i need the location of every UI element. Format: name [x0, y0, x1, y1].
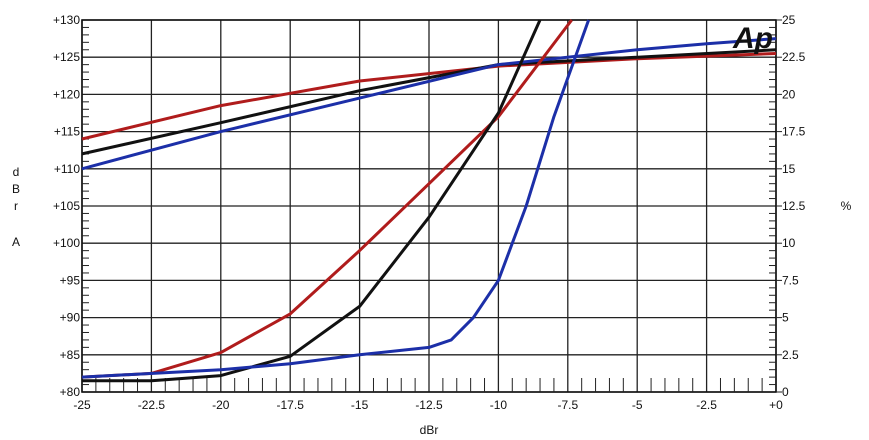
y-left-tick-label: +120 [53, 87, 80, 101]
x-tick-label: +0 [769, 398, 783, 412]
x-tick-label: -2.5 [696, 398, 717, 412]
x-tick-label: -22.5 [138, 398, 166, 412]
y-right-tick-label: 12.5 [782, 199, 806, 213]
series-level-blue [81, 37, 777, 171]
y-left-tick-label: +130 [53, 13, 80, 27]
x-tick-labels: -25 -22.5 -20 -17.5 -15 -12.5 -10 -7.5 -5 -2.5 +0 [73, 398, 783, 412]
x-tick-label: -15 [351, 398, 369, 412]
x-tick-label: -7.5 [557, 398, 578, 412]
y-right-tick-label: 22.5 [782, 50, 806, 64]
y-left-tick-labels: +130 +125 +120 +115 +110 +105 +100 +95 +90 +85 +80 [53, 13, 80, 399]
y-right-tick-label: 7.5 [782, 273, 799, 287]
grid [81, 19, 777, 393]
x-tick-label: -5 [632, 398, 643, 412]
y-left-label-b: B [12, 182, 20, 196]
y-left-tick-label: +100 [53, 236, 80, 250]
series-level-black [81, 48, 777, 156]
y-right-tick-label: 0 [782, 385, 789, 399]
x-tick-label: -12.5 [415, 398, 443, 412]
series-level-red [81, 52, 777, 141]
y-right-tick-label: 5 [782, 311, 789, 325]
y-left-tick-label: +85 [60, 348, 81, 362]
ap-logo: Ap [732, 22, 773, 55]
x-tick-label: -10 [490, 398, 508, 412]
y-left-tick-label: +110 [54, 162, 80, 176]
x-tick-label: -25 [73, 398, 91, 412]
y-right-tick-label: 17.5 [782, 125, 806, 139]
y-left-tick-label: +125 [53, 50, 80, 64]
y-right-tick-label: 2.5 [782, 348, 799, 362]
y-right-tick-label: 10 [782, 236, 796, 250]
y-right-label: % [841, 199, 852, 213]
y-left-tick-label: +115 [54, 125, 80, 139]
x-tick-label: -20 [212, 398, 230, 412]
y-right-tick-label: 25 [782, 13, 796, 27]
y-right-tick-label: 20 [782, 87, 796, 101]
y-left-tick-label: +95 [60, 273, 81, 287]
y-left-label-r: r [14, 199, 18, 213]
minor-ticks [82, 26, 776, 392]
series-thd-blue [81, 19, 591, 379]
y-right-tick-label: 15 [782, 162, 796, 176]
y-left-tick-label: +105 [53, 199, 80, 213]
y-left-tick-label: +90 [60, 311, 81, 325]
series-lines [81, 19, 777, 383]
y-right-tick-labels: 25 22.5 20 17.5 15 12.5 10 7.5 5 2.5 0 [776, 13, 806, 399]
y-left-label-a: A [12, 235, 20, 249]
y-left-tick-label: +80 [60, 385, 81, 399]
y-left-label-d: d [13, 165, 20, 179]
x-tick-label: -17.5 [277, 398, 305, 412]
x-axis-label: dBr [420, 423, 439, 437]
series-thd-black [82, 19, 542, 383]
